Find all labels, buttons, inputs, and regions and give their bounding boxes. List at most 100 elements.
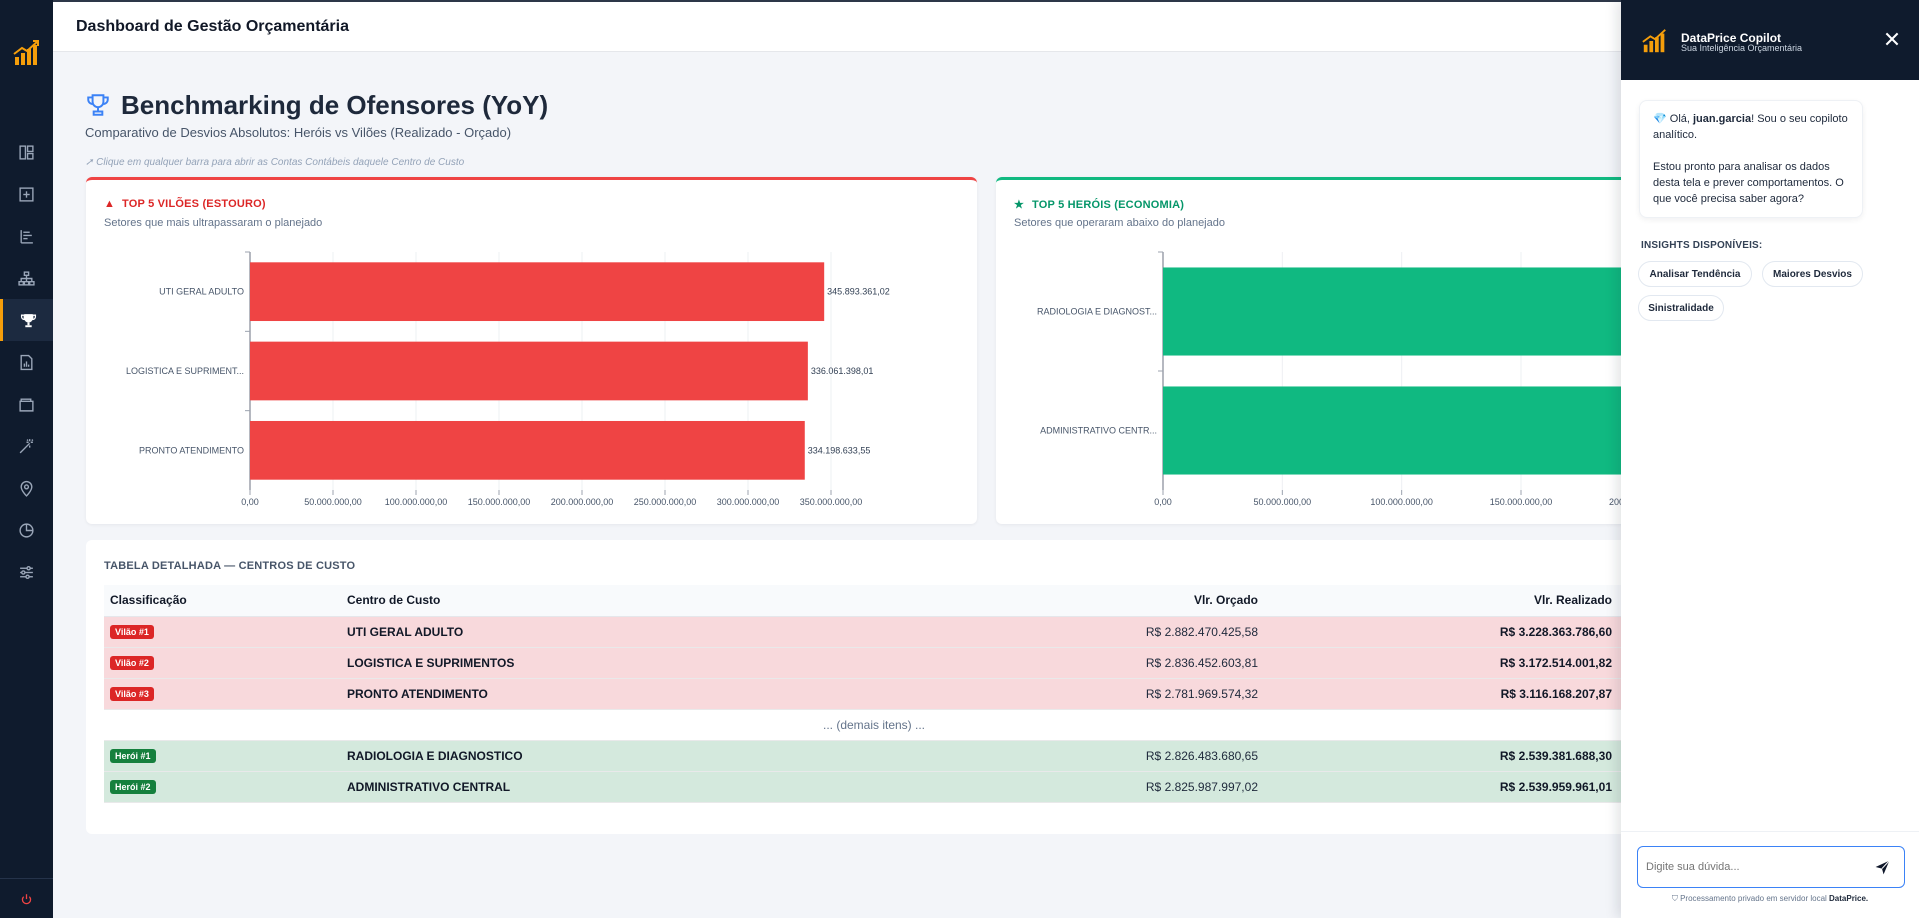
actual-cell: R$ 2.539.959.961,01 [1264,771,1618,803]
copilot-footer-divider [1621,831,1919,832]
category-bar[interactable] [250,420,805,480]
list-tree-icon [20,229,33,244]
x-tick-label: 150.000.000,00 [468,497,531,507]
sidebar-item-list[interactable] [0,215,53,257]
add-square-icon [19,186,34,202]
sidebar-item-structure[interactable] [0,257,53,299]
table-row[interactable]: Vilão #1 UTI GERAL ADULTO R$ 2.882.470.4… [104,616,1644,648]
category-label: PRONTO ATENDIMENTO [139,445,244,455]
star-icon: ★ [1014,199,1025,211]
x-tick-label: 200.000.000,00 [551,497,614,507]
cost-center-cell: LOGISTICA E SUPRIMENTOS [341,647,721,679]
pointer-icon: ➚ [85,157,97,168]
rising-chart-logo-icon [1642,29,1666,53]
trophy-icon [20,313,36,327]
copilot-input-box [1637,846,1905,888]
villains-card: ▲ TOP 5 VILÕES (ESTOURO) Setores que mais… [86,177,977,524]
villain-badge: Vilão #1 [110,625,154,639]
page-hint: ➚ Clique em qualquer barra para abrir as… [85,157,464,168]
table-ellipsis-row: ... (demais itens) ... [104,709,1644,741]
greeting-prefix: Olá, [1669,113,1693,125]
category-label: LOGISTICA E SUPRIMENT... [126,366,244,376]
x-tick-label: 50.000.000,00 [304,497,362,507]
value-label: 336.061.398,01 [811,366,874,376]
rising-chart-logo-icon[interactable] [12,38,42,68]
map-pin-icon [20,480,33,497]
heroes-bar-chart: 0,00 50.000.000,00 100.000.000,00 150.000.0… [1037,251,1656,507]
cost-center-cell: PRONTO ATENDIMENTO [341,678,721,710]
heroes-card-subtitle: Setores que operaram abaixo do planejado [1014,217,1225,229]
category-label: RADIOLOGIA E DIAGNOST... [1037,307,1157,317]
sidebar-item-location[interactable] [0,467,53,509]
heroes-title-text: TOP 5 HERÓIS (ECONOMIA) [1032,199,1185,211]
wallet-icon [19,397,34,412]
sidebar-item-reports[interactable] [0,341,53,383]
header-actual[interactable]: Vlr. Realizado [1264,585,1618,617]
sidebar-item-magic[interactable] [0,425,53,467]
insights-label: INSIGHTS DISPONÍVEIS: [1641,240,1763,251]
logout-button[interactable] [0,880,53,918]
value-label: 345.893.361,02 [827,287,890,297]
category-bar[interactable] [1163,267,1656,356]
budget-cell: R$ 2.781.969.574,32 [721,678,1264,710]
sitemap-icon [18,270,35,286]
x-tick-label: 150.000.000,00 [1490,497,1553,507]
sidebar-item-analytics[interactable] [0,509,53,551]
x-tick-label: 0,00 [241,497,259,507]
gem-icon: 💎 [1653,113,1667,125]
table-header-row: Classificação Centro de Custo Vlr. Orçad… [104,585,1644,617]
villain-badge: Vilão #3 [110,687,154,701]
actual-cell: R$ 3.228.363.786,60 [1264,616,1618,648]
greeting-line: 💎 Olá, juan.garcia! Sou o seu copiloto a… [1653,111,1849,143]
hero-badge: Herói #1 [110,749,156,763]
privacy-note-brand: DataPrice. [1829,894,1869,903]
x-tick-label: 100.000.000,00 [385,497,448,507]
chip-maiores-desvios[interactable]: Maiores Desvios [1762,261,1863,287]
send-icon[interactable] [1874,859,1891,876]
app-title: Dashboard de Gestão Orçamentária [76,18,349,35]
villains-bar-chart: 0,00 50.000.000,00 100.000.000,00 150.000.0… [126,251,890,507]
magic-wand-icon [19,438,34,453]
cost-center-cell: UTI GERAL ADULTO [341,616,721,648]
category-bar[interactable] [250,262,825,322]
dashboard-icon [19,144,34,160]
header-classification[interactable]: Classificação [104,585,341,617]
copilot-panel: DataPrice Copilot Sua Inteligência Orçam… [1621,0,1919,918]
sidebar-item-settings[interactable] [0,551,53,593]
detail-table-card: TABELA DETALHADA — CENTROS DE CUSTO Clas… [86,540,1656,834]
warning-icon: ▲ [104,198,116,210]
copilot-title: DataPrice Copilot [1681,31,1782,45]
page-subtitle: Comparativo de Desvios Absolutos: Heróis… [85,125,512,140]
table-row[interactable]: Herói #2 ADMINISTRATIVO CENTRAL R$ 2.825… [104,771,1644,803]
close-icon[interactable] [1883,30,1901,48]
hero-badge: Herói #2 [110,780,156,794]
category-bar[interactable] [1163,386,1656,475]
table-row[interactable]: Vilão #3 PRONTO ATENDIMENTO R$ 2.781.969… [104,678,1644,710]
table-row[interactable]: Herói #1 RADIOLOGIA E DIAGNOSTICO R$ 2.8… [104,740,1644,772]
category-bar[interactable] [250,341,808,401]
x-tick-label: 50.000.000,00 [1254,497,1312,507]
detail-table: Classificação Centro de Custo Vlr. Orçad… [104,585,1644,803]
villain-badge: Vilão #2 [110,656,154,670]
sidebar-item-wallet[interactable] [0,383,53,425]
chip-sinistralidade[interactable]: Sinistralidade [1638,295,1724,321]
greeting-suffix: ! Sou o seu copiloto analítico. [1653,113,1848,141]
file-chart-icon [20,354,33,370]
sidebar-item-add[interactable] [0,173,53,215]
chip-analisar-tendencia[interactable]: Analisar Tendência [1638,261,1752,287]
actual-cell: R$ 3.116.168.207,87 [1264,678,1618,710]
header-budget[interactable]: Vlr. Orçado [721,585,1264,617]
privacy-note-text: Processamento privado em servidor local [1680,894,1830,903]
category-label: ADMINISTRATIVO CENTR... [1040,426,1157,436]
value-label: 334.198.633,55 [808,445,871,455]
sidebar-item-benchmarking[interactable] [0,299,53,341]
table-row[interactable]: Vilão #2 LOGISTICA E SUPRIMENTOS R$ 2.83… [104,647,1644,679]
ellipsis-cell: ... (demais itens) ... [104,709,1644,741]
actual-cell: R$ 2.539.381.688,30 [1264,740,1618,772]
villains-card-subtitle: Setores que mais ultrapassaram o planeja… [104,217,323,229]
sidebar-item-dashboard[interactable] [0,131,53,173]
top-bar: Dashboard de Gestão Orçamentária [53,0,1621,52]
copilot-question-input[interactable] [1646,857,1861,877]
budget-cell: R$ 2.882.470.425,58 [721,616,1264,648]
header-cost-center[interactable]: Centro de Custo [341,585,721,617]
